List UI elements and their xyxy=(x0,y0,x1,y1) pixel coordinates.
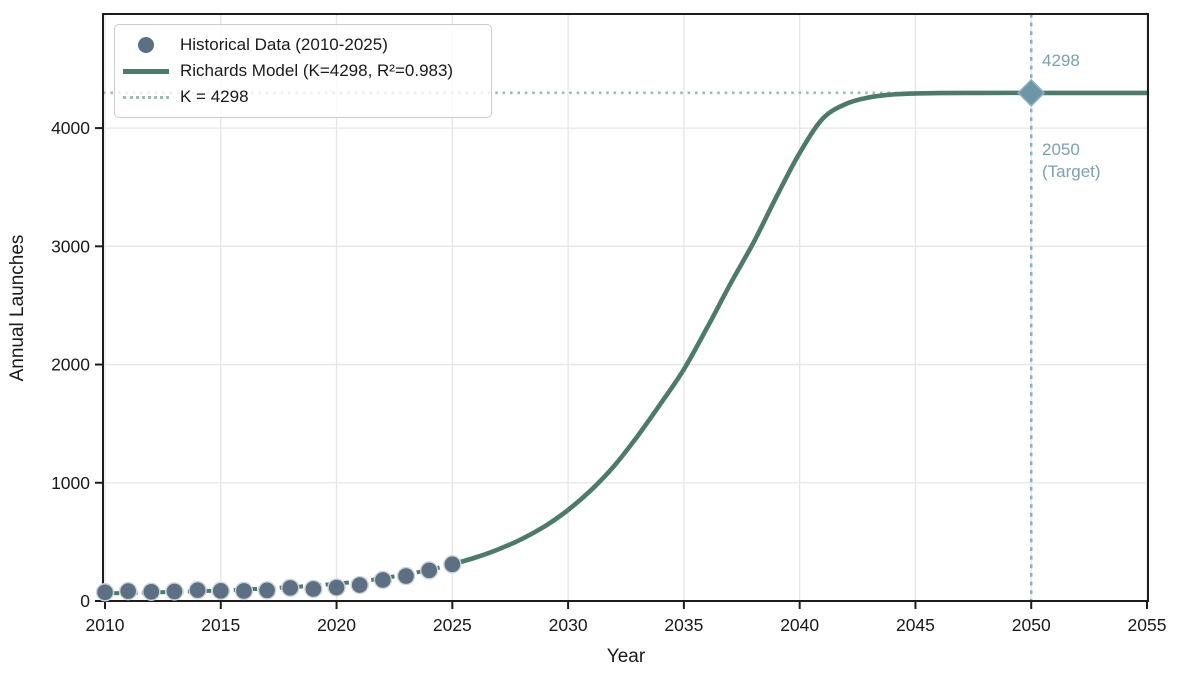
y-tick-label: 2000 xyxy=(51,355,90,375)
legend-label: K = 4298 xyxy=(180,87,249,106)
x-tick-label: 2025 xyxy=(433,615,472,635)
x-tick-label: 2015 xyxy=(201,615,240,635)
y-tick-label: 4000 xyxy=(51,118,90,138)
historical-data-point xyxy=(396,566,416,586)
x-tick-label: 2020 xyxy=(317,615,356,635)
plot-frame xyxy=(102,13,1149,602)
historical-data-point xyxy=(95,583,115,602)
historical-data-point xyxy=(257,581,277,600)
dotted-line-icon xyxy=(121,95,171,99)
model-curve xyxy=(450,90,1150,567)
historical-data-point xyxy=(281,578,300,598)
historical-data-point xyxy=(188,580,207,600)
y-tick-label: 1000 xyxy=(51,473,90,493)
model-curve-historical-dashed xyxy=(104,562,453,596)
legend-item-capacity: K = 4298 xyxy=(121,84,481,110)
historical-data-point xyxy=(350,575,369,595)
historical-data-point xyxy=(304,579,323,599)
x-tick-label: 2055 xyxy=(1128,615,1167,635)
y-tick-label: 0 xyxy=(80,591,90,611)
historical-data-point xyxy=(373,570,393,590)
historical-data-point xyxy=(234,581,254,601)
historical-data-point xyxy=(211,581,230,601)
y-tick-label: 3000 xyxy=(51,236,90,256)
x-tick-label: 2040 xyxy=(780,615,819,635)
x-tick-label: 2030 xyxy=(549,615,588,635)
annotation-target-year: 2050 (Target) xyxy=(1042,139,1101,183)
x-tick-label: 2045 xyxy=(896,615,935,635)
x-tick-label: 2010 xyxy=(86,615,125,635)
x-tick-label: 2035 xyxy=(664,615,703,635)
target-diamond-marker xyxy=(1017,78,1046,107)
legend-item-model: Richards Model (K=4298, R²=0.983) xyxy=(121,58,481,84)
legend-label: Richards Model (K=4298, R²=0.983) xyxy=(180,61,454,80)
historical-data-point xyxy=(419,561,439,580)
annotation-capacity-value: 4298 xyxy=(1042,51,1080,70)
solid-line-icon xyxy=(121,68,171,74)
legend: Historical Data (2010-2025) Richards Mod… xyxy=(114,24,492,118)
legend-label: Historical Data (2010-2025) xyxy=(180,35,388,54)
historical-data-point xyxy=(327,578,346,597)
historical-data-point xyxy=(142,582,161,601)
annotation-target-line1: 2050 xyxy=(1042,140,1080,159)
historical-data-point xyxy=(443,555,462,574)
x-axis-title: Year xyxy=(606,646,646,667)
x-tick-label: 2050 xyxy=(1012,615,1051,635)
historical-data-point xyxy=(118,581,138,601)
historical-data-point xyxy=(165,582,184,601)
legend-item-historical: Historical Data (2010-2025) xyxy=(121,32,481,58)
scatter-marker-icon xyxy=(121,37,171,53)
annotation-target-line2: (Target) xyxy=(1042,162,1101,181)
y-axis-title: Annual Launches xyxy=(7,234,28,382)
